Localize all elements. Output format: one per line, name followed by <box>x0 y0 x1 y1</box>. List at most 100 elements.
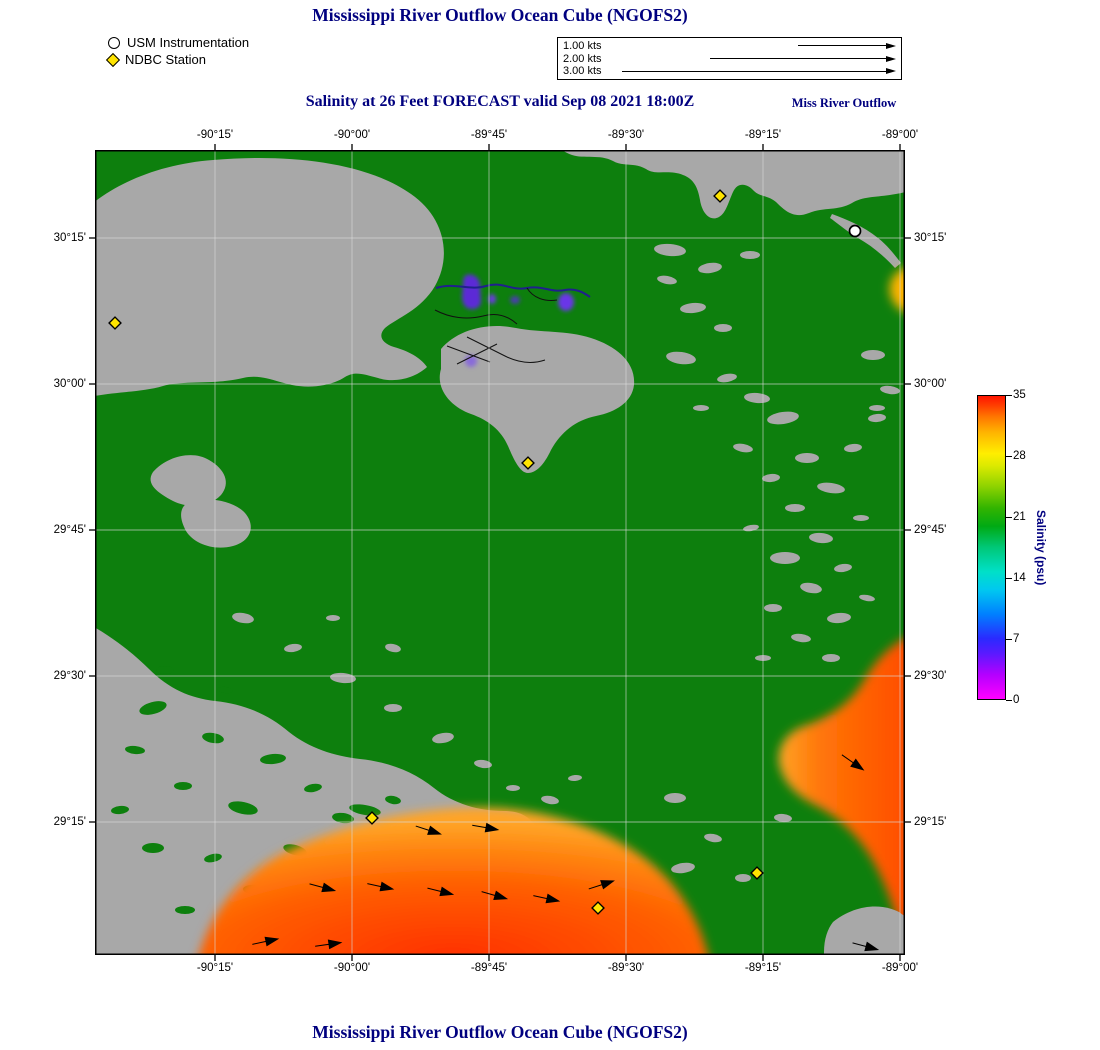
marsh-islet <box>541 795 559 805</box>
marsh-islet <box>657 275 677 285</box>
arrowhead-icon <box>886 42 896 49</box>
marsh-pond <box>204 853 222 863</box>
marsh-islet <box>861 350 885 360</box>
marsh-pond <box>174 782 192 790</box>
marsh-islet <box>762 473 780 483</box>
marsh-islet <box>764 604 782 612</box>
graticule <box>95 150 905 955</box>
lat-label-left: 29°30' <box>53 670 86 682</box>
marsh-islet <box>385 643 401 653</box>
lon-label-bottom: -90°15' <box>196 962 234 974</box>
marsh-islet <box>791 633 811 643</box>
colorbar-tick-label: 35 <box>1013 389 1026 401</box>
marsh-islet <box>714 324 732 332</box>
current-vector-arrow <box>309 882 337 893</box>
station-markers <box>108 189 862 915</box>
marsh-islet <box>698 262 722 274</box>
colorbar <box>977 395 1006 700</box>
marsh-islet <box>693 405 709 411</box>
current-vector-arrow <box>533 893 561 904</box>
current-vector-arrow <box>841 754 865 771</box>
marsh-islet <box>664 793 686 803</box>
marsh-islet <box>880 385 900 395</box>
current-speed-scale: 1.00 kts 2.00 kts 3.00 kts <box>557 37 902 80</box>
marsh-islet <box>744 392 770 404</box>
lat-label-left: 30°00' <box>53 378 86 390</box>
colorbar-tick <box>1006 699 1012 701</box>
lon-label-top: -90°15' <box>196 129 234 141</box>
current-vector-arrow <box>852 941 880 952</box>
marsh-islet <box>733 443 753 453</box>
ndbc-station-marker <box>365 811 379 825</box>
island-center-left-2 <box>181 499 251 548</box>
east-high-salinity <box>778 638 905 953</box>
marsh-islet <box>800 582 822 594</box>
marsh-islet <box>506 785 520 791</box>
axis-ticks <box>89 144 911 961</box>
colorbar-tick-label: 0 <box>1013 694 1020 706</box>
land-top-right <box>561 150 905 219</box>
legend-label-ndbc: NDBC Station <box>125 52 206 67</box>
marsh-islet <box>743 524 759 532</box>
marsh-pond <box>139 701 167 715</box>
marsh-islet <box>822 654 840 662</box>
channel-line-5 <box>466 336 508 358</box>
marsh-islet <box>680 302 706 314</box>
marsh-islet <box>384 704 402 712</box>
current-vector-arrow <box>315 939 343 950</box>
lon-label-top: -89°45' <box>470 129 508 141</box>
current-vector-arrow <box>252 936 280 947</box>
arrowhead-icon <box>886 55 896 62</box>
lon-label-top: -90°00' <box>333 129 371 141</box>
marsh-islet <box>770 552 800 564</box>
channel-line-2 <box>434 309 518 325</box>
current-vector-arrow <box>472 822 500 833</box>
marsh-islet <box>869 405 885 411</box>
marsh-islet <box>704 833 722 843</box>
marsh-pond <box>217 686 233 694</box>
marsh-islet <box>834 563 852 573</box>
marsh-islet <box>859 594 875 602</box>
station-legend: USM Instrumentation NDBC Station <box>105 34 249 68</box>
velocity-scale-label: 1.00 kts <box>563 39 602 52</box>
velocity-scale-arrow <box>710 55 896 62</box>
marsh-pond <box>111 805 129 815</box>
marsh-islet <box>717 373 737 383</box>
lat-label-left: 29°45' <box>53 524 86 536</box>
lat-label-left: 29°15' <box>53 816 86 828</box>
velocity-scale-label: 3.00 kts <box>563 65 602 78</box>
channel-line-3 <box>446 345 491 363</box>
colorbar-tick <box>1006 516 1012 518</box>
marsh-islet <box>735 874 751 882</box>
land-north-shore <box>95 157 444 396</box>
lat-label-right: 29°30' <box>914 670 947 682</box>
usm-station-marker <box>848 224 862 238</box>
figure-title-top: Mississippi River Outflow Ocean Cube (NG… <box>312 5 688 25</box>
colorbar-tick-label: 7 <box>1013 633 1020 645</box>
lat-label-right: 30°15' <box>914 232 947 244</box>
lon-label-bottom: -90°00' <box>333 962 371 974</box>
land-spit-northeast <box>830 214 901 268</box>
ndbc-station-marker <box>521 456 535 470</box>
low-salinity-patch-1 <box>462 274 481 310</box>
lon-label-top: -89°30' <box>607 129 645 141</box>
velocity-scale-arrow <box>622 68 896 75</box>
forecast-subtitle: Salinity at 26 Feet FORECAST valid Sep 0… <box>305 93 695 110</box>
current-vector-arrow <box>427 886 455 897</box>
current-vector-arrow <box>588 880 615 890</box>
usm-circle-icon <box>108 36 120 49</box>
marsh-islet <box>827 612 851 624</box>
lat-label-right: 29°45' <box>914 524 947 536</box>
lon-label-bottom: -89°00' <box>881 962 919 974</box>
salinity-map <box>89 144 911 961</box>
marsh-pond <box>125 745 145 755</box>
high-salinity-plume <box>199 268 905 955</box>
current-vector-arrow <box>415 825 442 835</box>
marsh-islet <box>774 813 792 823</box>
low-salinity-patch-2 <box>488 294 496 304</box>
lon-label-bottom: -89°30' <box>607 962 645 974</box>
legend-row-usm: USM Instrumentation <box>108 34 249 51</box>
marsh-islet <box>767 411 799 425</box>
marsh-pond <box>304 783 322 793</box>
marsh-islet <box>785 504 805 512</box>
